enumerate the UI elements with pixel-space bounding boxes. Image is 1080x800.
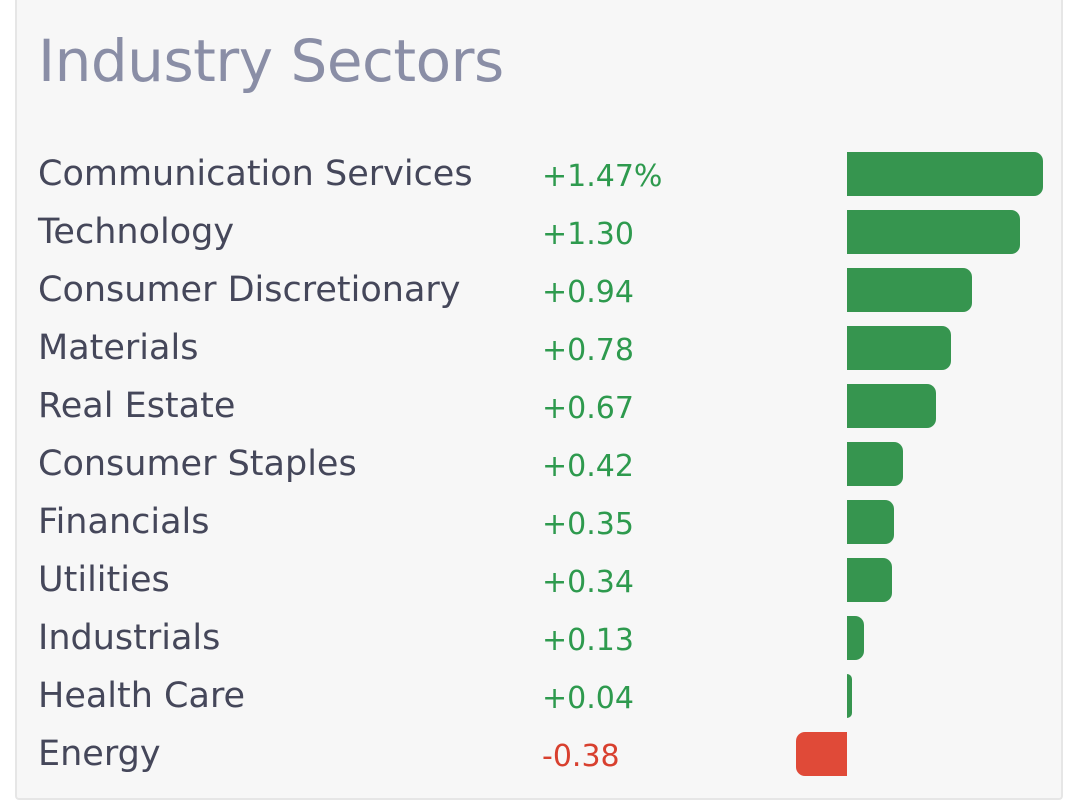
sector-name: Utilities	[38, 560, 170, 600]
sector-change-value: +0.34	[542, 565, 634, 600]
sector-name: Technology	[38, 212, 235, 252]
sector-change-value: +0.04	[542, 681, 634, 716]
sector-change-value: +1.30	[542, 217, 634, 252]
sector-row-energy: Energy -0.38	[17, 725, 1065, 783]
sector-row-materials: Materials +0.78	[17, 319, 1065, 377]
sector-bar-consumer-staples	[847, 442, 903, 486]
sector-name: Industrials	[38, 618, 221, 658]
sector-bar-real-estate	[847, 384, 937, 428]
sector-name: Energy	[38, 734, 161, 774]
sector-row-communication-services: Communication Services +1.47%	[17, 145, 1065, 203]
industry-sectors-card: Industry Sectors Communication Services +…	[15, 0, 1063, 800]
sector-row-financials: Financials +0.35	[17, 493, 1065, 551]
sector-name: Consumer Discretionary	[38, 270, 461, 310]
sector-row-real-estate: Real Estate +0.67	[17, 377, 1065, 435]
sector-change-value: +1.47%	[542, 159, 663, 194]
sector-row-health-care: Health Care +0.04	[17, 667, 1065, 725]
sector-name: Materials	[38, 328, 199, 368]
sector-change-value: +0.13	[542, 623, 634, 658]
sector-name: Real Estate	[38, 386, 236, 426]
card-title: Industry Sectors	[38, 27, 504, 95]
sector-bar-energy	[796, 732, 847, 776]
sector-bar-health-care	[847, 674, 853, 718]
sector-name: Communication Services	[38, 154, 473, 194]
sector-change-value: +0.42	[542, 449, 634, 484]
sector-change-value: +0.35	[542, 507, 634, 542]
sector-row-consumer-discretionary: Consumer Discretionary +0.94	[17, 261, 1065, 319]
sector-row-utilities: Utilities +0.34	[17, 551, 1065, 609]
sector-bar-communication-services	[847, 152, 1043, 196]
sector-change-value: +0.94	[542, 275, 634, 310]
sector-row-consumer-staples: Consumer Staples +0.42	[17, 435, 1065, 493]
sector-bar-utilities	[847, 558, 893, 602]
sector-name: Consumer Staples	[38, 444, 357, 484]
sector-bar-financials	[847, 500, 894, 544]
sector-bar-industrials	[847, 616, 865, 660]
sector-row-industrials: Industrials +0.13	[17, 609, 1065, 667]
sector-row-technology: Technology +1.30	[17, 203, 1065, 261]
sector-change-value: -0.38	[542, 739, 620, 774]
sector-change-value: +0.67	[542, 391, 634, 426]
sector-change-value: +0.78	[542, 333, 634, 368]
sector-bar-technology	[847, 210, 1020, 254]
sector-name: Health Care	[38, 676, 246, 716]
sector-bar-materials	[847, 326, 951, 370]
sector-bar-consumer-discretionary	[847, 268, 973, 312]
sector-name: Financials	[38, 502, 210, 542]
